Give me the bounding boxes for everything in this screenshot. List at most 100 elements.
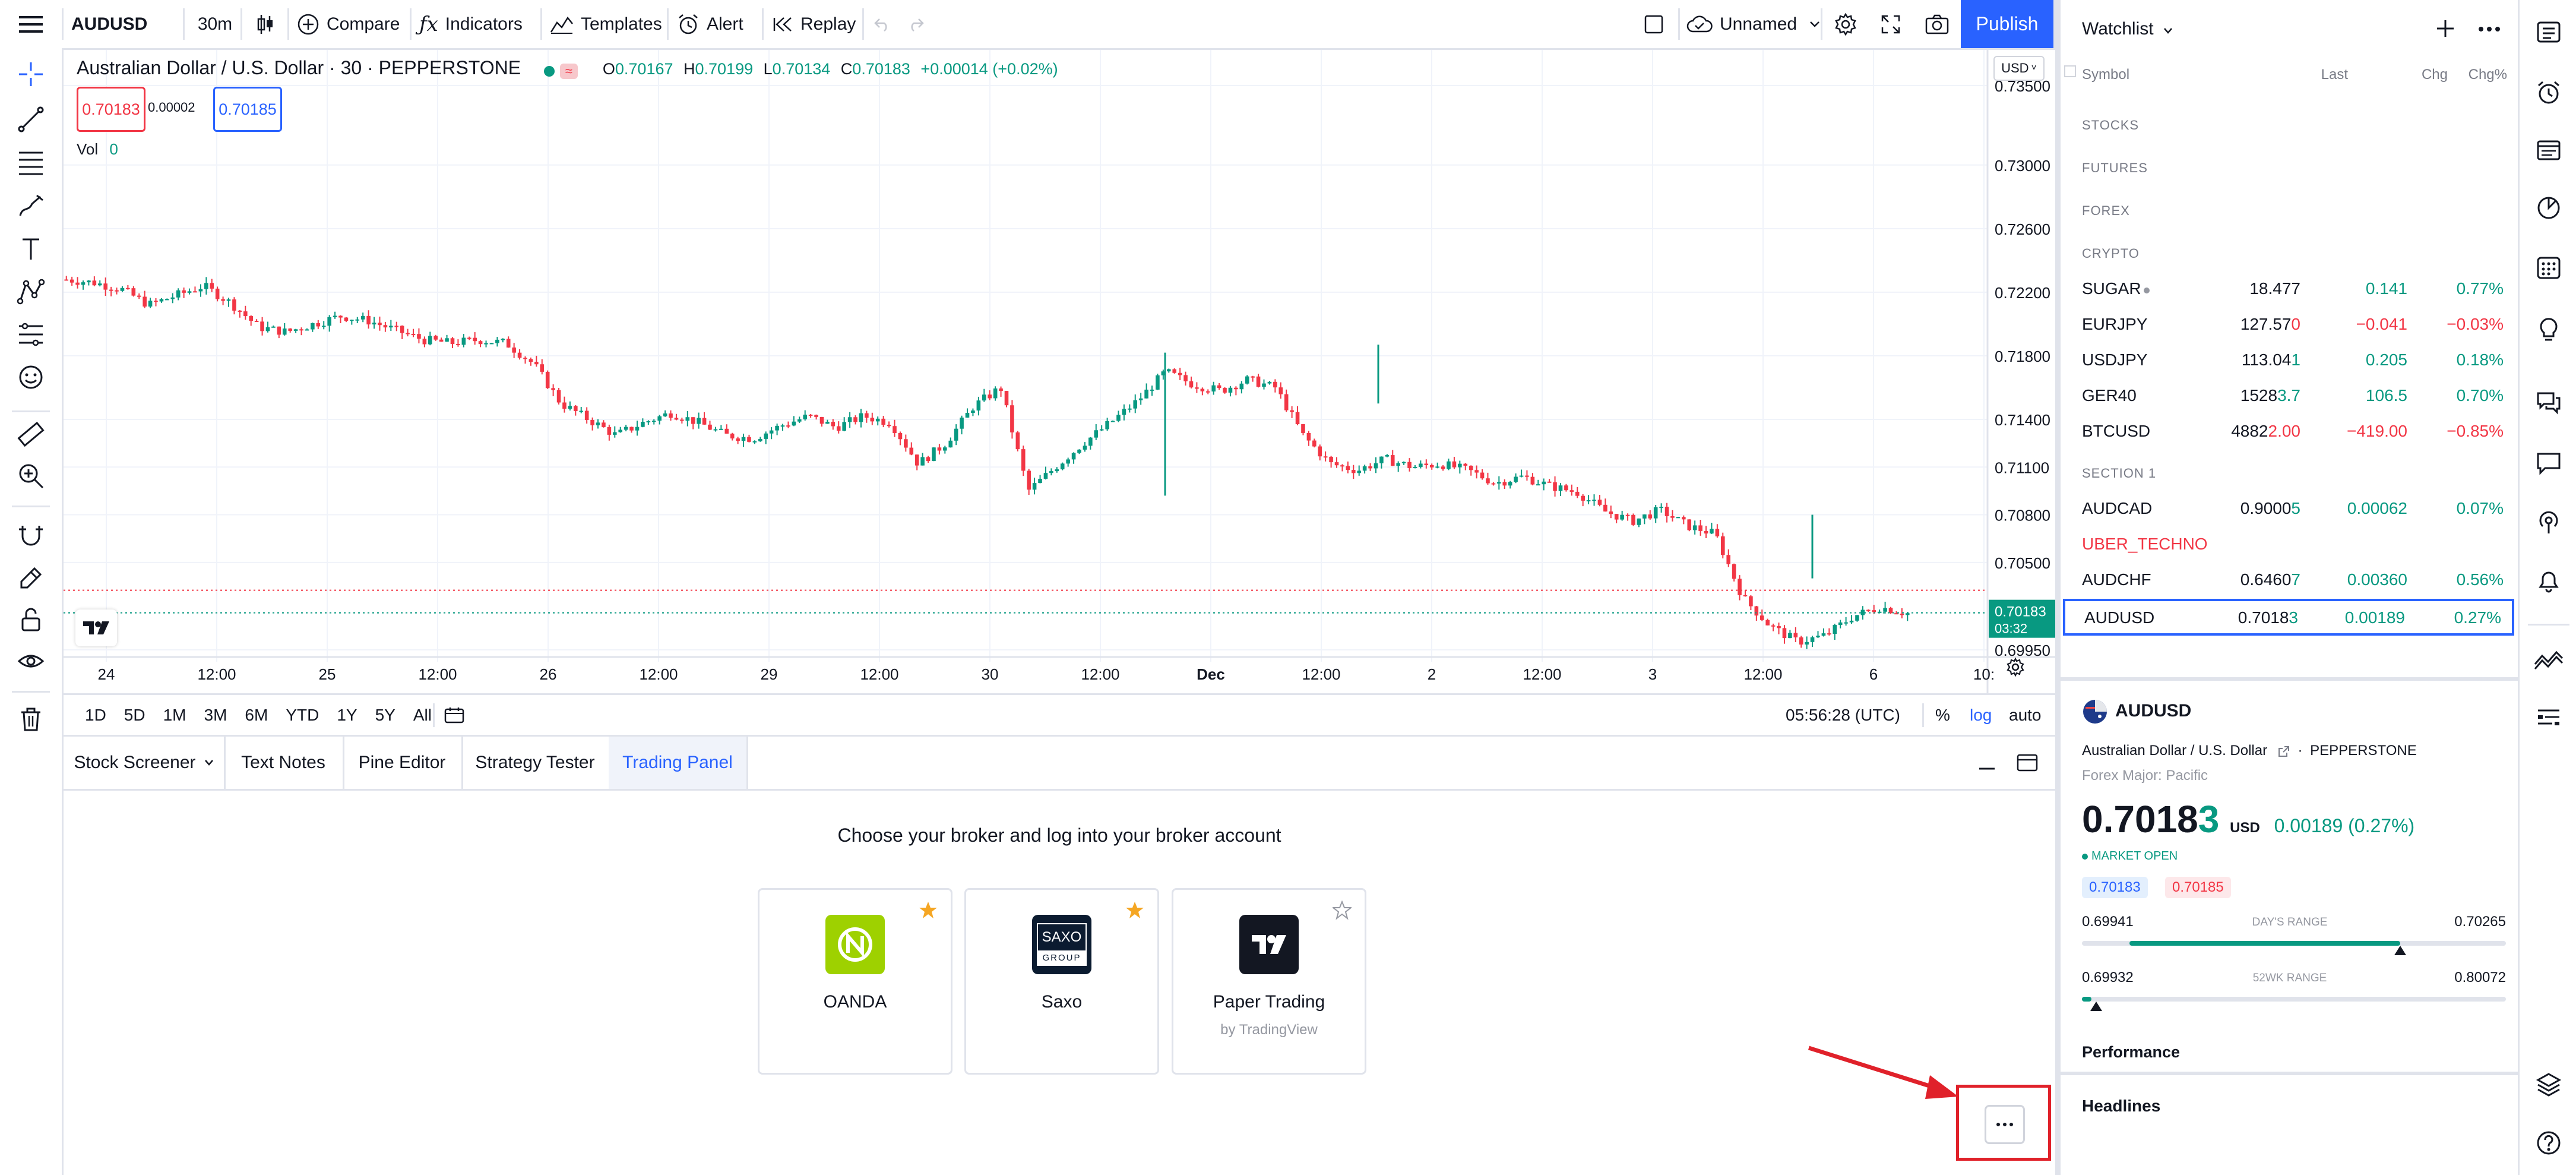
section-futures[interactable]: FUTURES	[2082, 160, 2148, 175]
undo-button[interactable]	[871, 0, 894, 48]
stay-in-drawing-mode-icon[interactable]	[13, 560, 49, 596]
external-link-icon[interactable]	[2277, 745, 2290, 758]
tradingview-logo-icon[interactable]	[75, 609, 117, 646]
range-button-all[interactable]: All	[413, 705, 432, 724]
clock-readout[interactable]: 05:56:28 (UTC)	[1786, 705, 1900, 724]
section-stocks[interactable]: STOCKS	[2082, 118, 2140, 132]
performance-heading[interactable]: Performance	[2082, 1043, 2181, 1061]
publish-button[interactable]: Publish	[1961, 0, 2053, 48]
tab-strategy-tester[interactable]: Strategy Tester	[461, 737, 610, 789]
pattern-icon[interactable]	[13, 274, 49, 309]
range-button-1m[interactable]: 1M	[163, 705, 186, 724]
eye-icon[interactable]	[13, 643, 49, 679]
trash-icon[interactable]	[13, 702, 49, 737]
replay-button[interactable]: Replay	[772, 0, 856, 48]
watchlist-row-ger40[interactable]: GER40 15283.7 106.5 0.70%	[2063, 379, 2514, 413]
chart-settings-gear-icon[interactable]	[2005, 657, 2026, 677]
watchlist-icon[interactable]	[2531, 14, 2566, 50]
trading-panel-icon[interactable]	[2531, 642, 2566, 677]
tab-trading-panel[interactable]: Trading Panel	[609, 737, 748, 789]
emoji-icon[interactable]	[13, 359, 49, 395]
tab-pine-editor[interactable]: Pine Editor	[343, 737, 463, 789]
column-chg[interactable]: Chg	[2421, 67, 2448, 83]
chats-icon[interactable]	[2531, 385, 2566, 421]
dom-icon[interactable]	[2531, 701, 2566, 737]
watchlist-more-icon[interactable]	[2477, 26, 2501, 32]
watchlist-row-eurjpy[interactable]: EURJPY 127.570 −0.041 −0.03%	[2063, 308, 2514, 342]
date-range-icon[interactable]	[444, 695, 465, 735]
redo-button[interactable]	[904, 0, 928, 48]
watchlist-title-button[interactable]: Watchlist	[2082, 19, 2173, 39]
streams-icon[interactable]	[2531, 444, 2566, 480]
watchlist-row-sugar[interactable]: SUGAR 18.477 0.141 0.77%	[2063, 272, 2514, 307]
broker-card-saxo[interactable]: SAXO GROUP Saxo	[964, 888, 1159, 1075]
section-1[interactable]: SECTION 1	[2082, 466, 2157, 481]
section-forex[interactable]: FOREX	[2082, 203, 2130, 218]
column-symbol[interactable]: Symbol	[2082, 67, 2130, 83]
snapshot-button[interactable]	[1922, 0, 1952, 48]
chart-settings-button[interactable]	[1830, 0, 1861, 48]
range-button-1y[interactable]: 1Y	[337, 705, 357, 724]
ideas-lightbulb-icon[interactable]	[2531, 311, 2566, 347]
help-icon[interactable]	[2531, 1125, 2566, 1161]
calendar-icon[interactable]	[2531, 249, 2566, 285]
watchlist-row-audchf[interactable]: AUDCHF 0.64607 0.00360 0.56%	[2063, 563, 2514, 598]
auto-scale-toggle[interactable]: auto	[2009, 705, 2042, 724]
range-button-5y[interactable]: 5Y	[375, 705, 395, 724]
star-filled-icon[interactable]	[919, 901, 938, 920]
chart-pane[interactable]: 0.73500 0.73000 0.72600 0.72200 0.71800 0.714…	[64, 50, 2055, 733]
select-all-checkbox[interactable]	[2064, 65, 2076, 77]
broker-card-oanda[interactable]: OANDA	[758, 888, 952, 1075]
buy-button[interactable]: 0.70185	[213, 87, 282, 132]
price-chart[interactable]: 0.735000.730000.726000.722000.718000.714…	[64, 50, 2055, 693]
range-button-3m[interactable]: 3M	[204, 705, 227, 724]
compare-button[interactable]: Compare	[297, 0, 400, 48]
add-symbol-plus-icon[interactable]	[2435, 18, 2456, 39]
range-button-5d[interactable]: 5D	[124, 705, 145, 724]
watchlist-row-audcad[interactable]: AUDCAD 0.90005 0.00062 0.07%	[2063, 492, 2514, 526]
range-button-1d[interactable]: 1D	[85, 705, 106, 724]
broadcast-icon[interactable]	[2531, 504, 2566, 539]
tab-stock-screener[interactable]: Stock Screener	[64, 737, 226, 789]
templates-button[interactable]: Templates	[550, 0, 662, 48]
maximize-panel-icon[interactable]	[2016, 753, 2039, 772]
layout-select-button[interactable]	[1639, 0, 1669, 48]
tab-text-notes[interactable]: Text Notes	[224, 737, 344, 789]
star-filled-icon[interactable]	[1125, 901, 1144, 920]
broker-card-paper-trading[interactable]: Paper Trading by TradingView	[1172, 888, 1366, 1075]
watchlist-row-audusd[interactable]: AUDUSD 0.70183 0.00189 0.27%	[2063, 599, 2514, 636]
zoom-in-icon[interactable]	[13, 458, 49, 494]
trend-line-icon[interactable]	[13, 102, 49, 137]
magnet-icon[interactable]	[13, 517, 49, 553]
candle-style-button[interactable]	[248, 0, 283, 48]
currency-button[interactable]: USD ˅	[1993, 56, 2045, 81]
log-scale-toggle[interactable]: log	[1970, 705, 1992, 724]
watchlist-row-uber_techno[interactable]: UBER_TECHNO	[2063, 528, 2514, 562]
interval-button[interactable]: 30m	[191, 0, 239, 48]
brush-icon[interactable]	[13, 188, 49, 224]
range-button-ytd[interactable]: YTD	[286, 705, 319, 724]
fullscreen-button[interactable]	[1876, 0, 1905, 48]
ruler-icon[interactable]	[13, 416, 49, 452]
layout-name-button[interactable]: Unnamed	[1686, 0, 1821, 48]
data-window-icon[interactable]	[2531, 132, 2566, 168]
minimize-panel-icon[interactable]	[1977, 754, 1997, 772]
more-options-button[interactable]	[1985, 1105, 2025, 1144]
prediction-icon[interactable]	[13, 317, 49, 352]
alert-button[interactable]: Alert	[677, 0, 743, 48]
text-tool-icon[interactable]	[13, 231, 49, 267]
symbol-search-button[interactable]: AUDUSD	[71, 0, 147, 48]
column-last[interactable]: Last	[2321, 67, 2348, 83]
hotlists-icon[interactable]	[2531, 190, 2566, 226]
crosshair-icon[interactable]	[13, 56, 49, 92]
star-outline-icon[interactable]	[1333, 901, 1352, 920]
alerts-icon[interactable]	[2531, 75, 2566, 110]
percent-scale-toggle[interactable]: %	[1935, 705, 1950, 724]
range-button-6m[interactable]: 6M	[245, 705, 268, 724]
fib-retracement-icon[interactable]	[13, 144, 49, 180]
watchlist-row-btcusd[interactable]: BTCUSD 48822.00 −419.00 −0.85%	[2063, 415, 2514, 449]
menu-icon[interactable]	[12, 0, 50, 48]
details-symbol[interactable]: AUDUSD	[2115, 701, 2192, 721]
object-tree-layers-icon[interactable]	[2531, 1067, 2566, 1103]
indicators-button[interactable]: ƒx Indicators	[419, 0, 523, 48]
